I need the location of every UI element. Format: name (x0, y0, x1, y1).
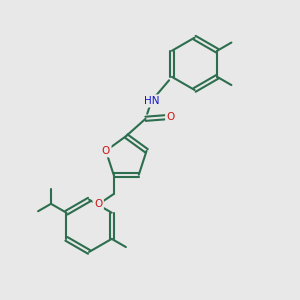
Text: O: O (167, 112, 175, 122)
Text: O: O (102, 146, 110, 156)
Text: HN: HN (144, 96, 159, 106)
Text: O: O (94, 200, 102, 209)
